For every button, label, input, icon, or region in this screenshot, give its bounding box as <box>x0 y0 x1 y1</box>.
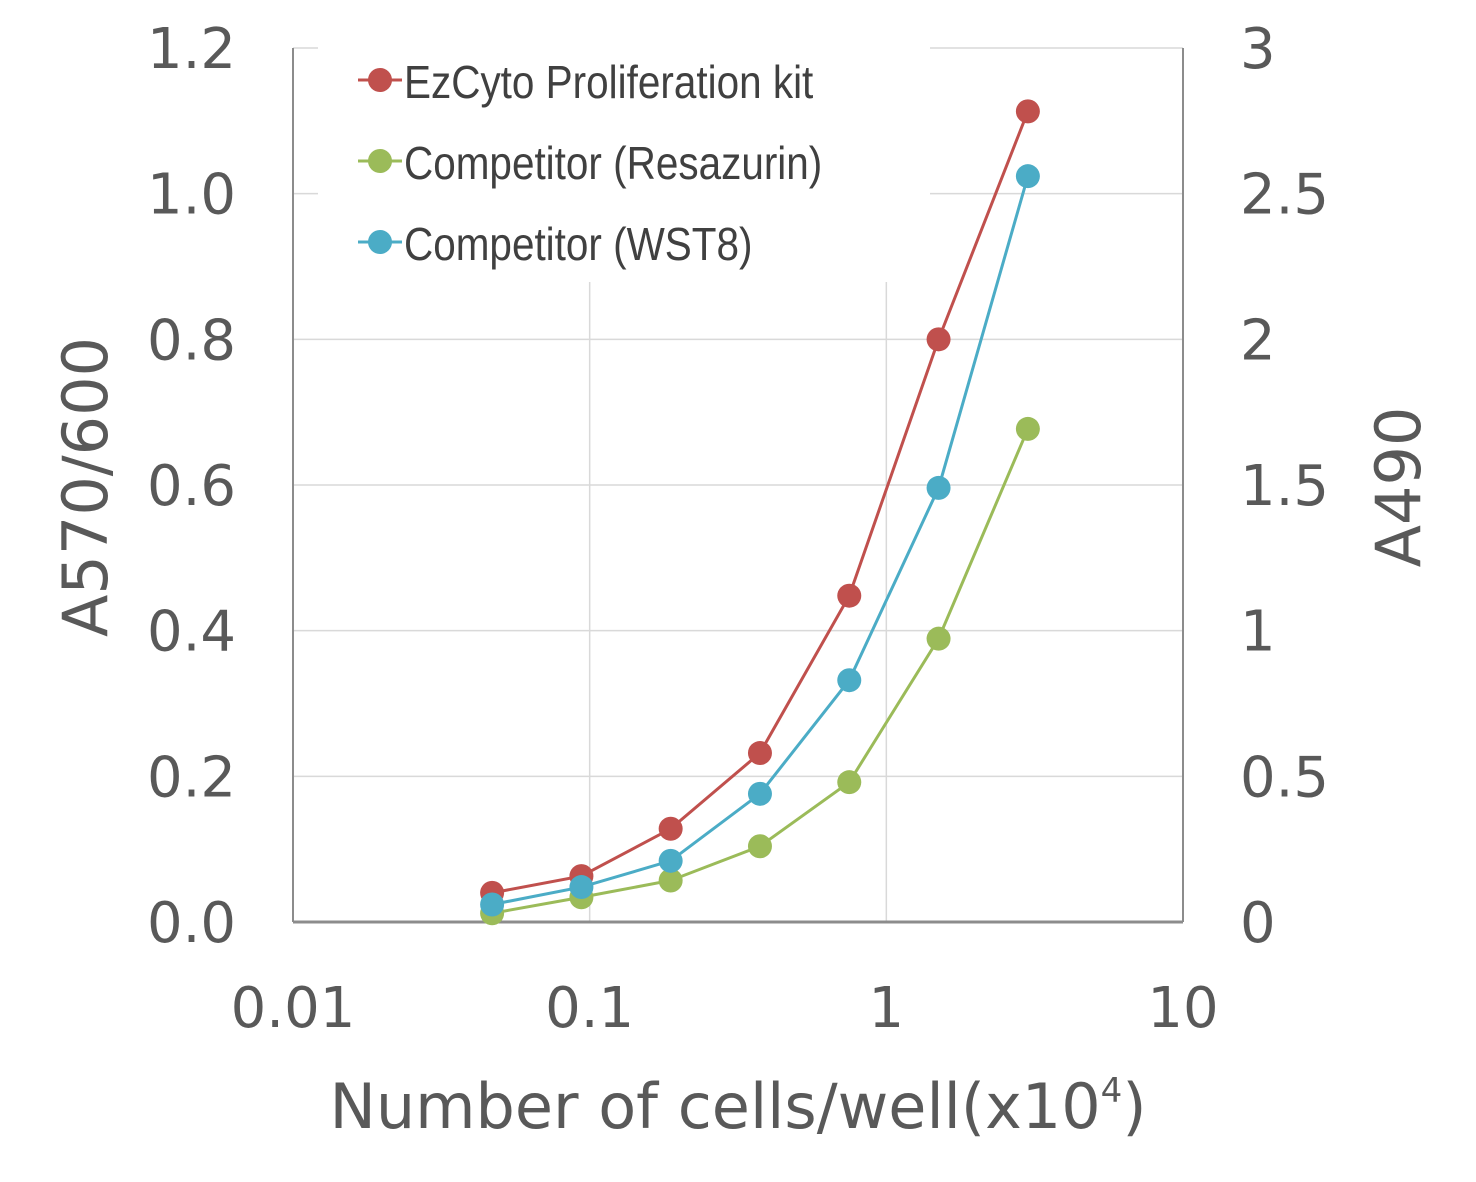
legend-marker-ezcyto <box>368 68 392 92</box>
data-point-ezcyto <box>1015 99 1040 124</box>
data-point-resazurin <box>658 868 683 893</box>
data-point-resazurin <box>747 834 772 859</box>
data-point-wst8 <box>1015 164 1040 189</box>
y-tick-label-left: 0.6 <box>147 454 236 519</box>
x-tick-label: 10 <box>1147 976 1218 1041</box>
legend-marker-wst8 <box>368 230 392 254</box>
legend-background <box>318 40 930 282</box>
data-point-ezcyto <box>658 816 683 841</box>
legend-label-wst8: Competitor (WST8) <box>404 220 753 271</box>
y-tick-label-right: 0.5 <box>1240 745 1329 810</box>
legend: EzCyto Proliferation kit Competitor (Res… <box>318 40 930 282</box>
data-point-wst8 <box>658 848 683 873</box>
y-tick-label-right: 2 <box>1240 308 1276 373</box>
y-tick-label-left: 0.2 <box>147 745 236 810</box>
series-wst8 <box>480 164 1040 917</box>
legend-item-resazurin: Competitor (Resazurin) <box>358 139 822 190</box>
data-point-resazurin <box>1015 416 1040 441</box>
y-tick-label-right: 3 <box>1240 17 1276 82</box>
y-axis-title-left: A570/600 <box>49 337 122 637</box>
y-tick-label-left: 1.2 <box>147 17 236 82</box>
data-point-resazurin <box>926 626 951 651</box>
x-axis-title: Number of cells/well(x104) <box>329 1070 1146 1143</box>
x-axis-title-superscript: 4 <box>1101 1071 1123 1111</box>
x-tick-label: 0.01 <box>231 976 356 1041</box>
data-point-resazurin <box>837 770 862 795</box>
y-tick-label-right: 2.5 <box>1240 163 1329 228</box>
data-point-wst8 <box>480 892 505 917</box>
legend-label-ezcyto: EzCyto Proliferation kit <box>404 58 813 109</box>
y-tick-label-left: 1.0 <box>147 163 236 228</box>
y-axis-title-right: A490 <box>1362 407 1435 568</box>
data-point-wst8 <box>926 475 951 500</box>
data-point-wst8 <box>837 668 862 693</box>
data-point-ezcyto <box>837 583 862 608</box>
legend-item-ezcyto: EzCyto Proliferation kit <box>358 58 813 109</box>
legend-marker-resazurin <box>368 149 392 173</box>
legend-label-resazurin: Competitor (Resazurin) <box>404 139 822 190</box>
x-tick-label: 1 <box>869 976 905 1041</box>
y-tick-label-left: 0.4 <box>147 600 236 665</box>
data-point-wst8 <box>747 781 772 806</box>
x-axis-title-main: Number of cells/well(x10 <box>329 1070 1100 1143</box>
legend-item-wst8: Competitor (WST8) <box>358 220 753 271</box>
tick-labels: 0.0 0.2 0.4 0.6 0.8 1.0 1.2 0 0.5 1 1.5 2 2.5 3 0.01 0.… <box>147 17 1329 1041</box>
y-tick-label-right: 1 <box>1240 600 1276 665</box>
y-tick-label-right: 0 <box>1240 891 1276 956</box>
y-tick-label-right: 1.5 <box>1240 454 1329 519</box>
data-point-ezcyto <box>747 741 772 766</box>
series-group <box>480 99 1040 926</box>
x-axis-title-close: ) <box>1122 1070 1146 1143</box>
data-point-ezcyto <box>926 327 951 352</box>
x-tick-label: 0.1 <box>545 976 634 1041</box>
axes <box>292 48 1184 924</box>
y-tick-label-left: 0.0 <box>147 891 236 956</box>
y-tick-label-left: 0.8 <box>147 308 236 373</box>
data-point-wst8 <box>569 875 594 900</box>
